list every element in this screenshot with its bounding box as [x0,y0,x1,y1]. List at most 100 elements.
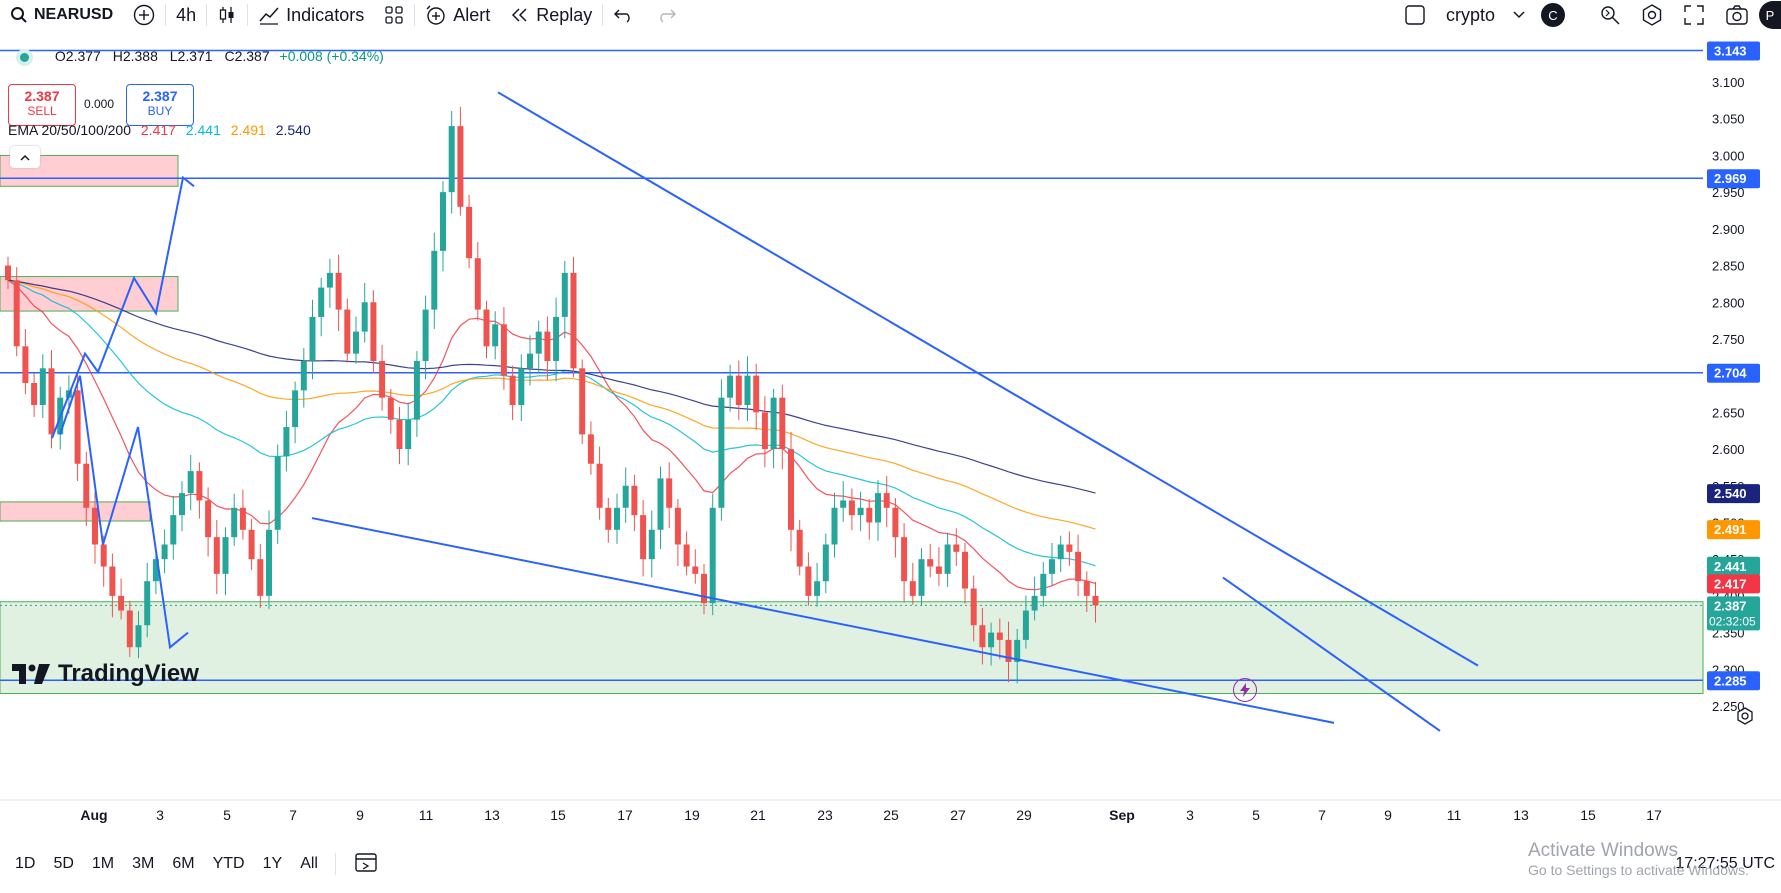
time-tick-label: 11 [1447,807,1462,823]
sell-button[interactable]: 2.387 SELL [8,84,76,126]
time-tick-label: 17 [617,807,633,823]
range-6m[interactable]: 6M [172,855,195,872]
time-tick-label: 3 [1186,807,1194,823]
goto-date-button[interactable] [354,851,378,878]
camera-icon [1726,5,1748,25]
fullscreen-button[interactable] [1673,0,1715,30]
time-tick-label: 27 [950,807,966,823]
price-tick-label: 2.250 [1712,699,1745,714]
candle-body [596,463,603,508]
candle-body [483,309,490,347]
candle-body [152,559,159,582]
candle-body [648,529,655,560]
range-5d[interactable]: 5D [53,855,74,872]
axis-settings-button[interactable] [1736,707,1754,730]
gear-icon [1737,707,1753,725]
price-label-badge [1707,484,1760,504]
candle-body [492,324,499,347]
time-tick-label: 11 [419,807,434,823]
symbol-search[interactable]: NEARUSD [0,0,123,30]
divider [414,4,416,26]
square-icon [1405,5,1425,25]
toolbar-right: crypto C P [1394,0,1781,30]
price-axis[interactable]: 2.2502.3002.3502.4002.4502.5002.5502.600… [1707,41,1760,714]
publish-button[interactable]: P [1759,0,1781,30]
chevron-up-icon [20,154,30,161]
snapshot-button[interactable] [1715,0,1759,30]
rewind-icon [512,8,527,22]
candle-body [187,471,194,494]
range-all[interactable]: All [300,855,318,872]
candle-body [118,595,125,611]
price-tick-label: 2.850 [1712,259,1745,274]
price-label-badge [1707,596,1760,631]
interval-label: 4h [176,4,197,25]
buy-label: BUY [147,104,173,118]
price-tick-label: 3.100 [1712,75,1745,90]
spread-value: 0.000 [84,97,115,111]
buy-button[interactable]: 2.387 BUY [126,84,194,126]
candle-body [405,419,412,450]
candle-body [866,507,873,523]
watchlist-select[interactable]: crypto [1436,0,1535,30]
divider [206,4,208,26]
layout-select-button[interactable] [1394,0,1436,30]
chart-type-button[interactable] [207,0,247,30]
account-avatar[interactable]: C [1535,0,1571,30]
candle-body [770,397,777,450]
range-3m[interactable]: 3M [132,855,155,872]
candle-body [309,316,316,361]
top-toolbar: NEARUSD 4h Indicators Alert Replay crypt… [0,0,1781,30]
settings-button[interactable] [1631,0,1673,30]
candle-body [379,360,386,398]
candle-body [962,551,968,589]
time-tick-label: 23 [817,807,833,823]
candle-body [353,331,359,354]
drawings-layer[interactable] [51,91,1479,732]
clock[interactable]: 17:27:55 UTC [1675,855,1775,872]
indicators-button[interactable]: Indicators [248,0,374,30]
undo-button[interactable] [603,0,645,30]
ohlc-low: L2.371 [169,48,213,64]
range-1d[interactable]: 1D [15,855,36,872]
time-tick-label: 13 [484,807,500,823]
candle-body [396,419,403,450]
candle-body [500,324,507,376]
lightning-button[interactable] [1233,678,1257,702]
price-label-badge [1707,556,1760,576]
candle-body [840,500,847,508]
alert-button[interactable]: Alert [415,0,500,30]
candles-icon [220,7,234,23]
interval-button[interactable]: 4h [166,0,206,30]
tradingview-logo[interactable]: TradingView [12,660,199,688]
range-1m[interactable]: 1M [91,855,115,872]
candle-body [13,280,20,347]
layouts-button[interactable] [374,0,414,30]
chart-area[interactable]: 2.2502.3002.3502.4002.4502.5002.5502.600… [0,38,1781,828]
candle-body [805,566,812,596]
price-tick-label: 2.750 [1712,332,1745,347]
price-tick-label: 2.600 [1712,442,1745,457]
redo-button[interactable] [645,0,687,30]
candle-body [640,515,647,560]
lightning-icon [1240,683,1250,697]
quick-search-icon [1601,6,1620,25]
ema-legend[interactable]: EMA 20/50/100/200 2.417 2.441 2.491 2.54… [8,122,311,138]
price-chart[interactable]: 2.2502.3002.3502.4002.4502.5002.5502.600… [0,38,1781,828]
time-tick-label: 13 [1513,807,1529,823]
candle-body [674,507,681,545]
price-label-text: 2.441 [1714,559,1747,574]
candle-body [509,375,516,406]
candle-body [1092,595,1099,606]
quick-search-button[interactable] [1589,0,1631,30]
range-ytd[interactable]: YTD [212,855,245,872]
collapse-legend-button[interactable] [10,146,40,168]
candle-body [326,272,333,288]
compare-button[interactable] [123,0,165,30]
replay-button[interactable]: Replay [500,0,602,30]
time-axis[interactable]: Aug 3 5 7 9 11 13 15 17 19 21 23 25 27 29 Sep 3 5 7 9 11 13 15… [0,799,1781,823]
candle-body [657,478,664,530]
price-tick-label: 2.900 [1712,222,1745,237]
candle-body [527,353,533,369]
range-1y[interactable]: 1Y [262,855,283,872]
